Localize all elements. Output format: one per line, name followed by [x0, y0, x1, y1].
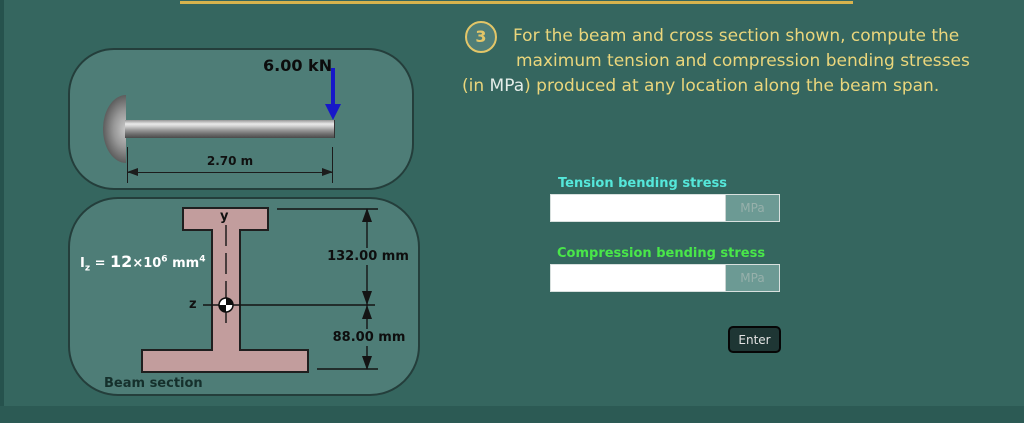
compression-stress-input[interactable] — [551, 265, 725, 291]
dimension-tick-left — [127, 147, 128, 183]
dimension-arrow-left — [127, 168, 138, 176]
question-number-badge: 3 — [465, 21, 497, 53]
span-label: 2.70 m — [206, 154, 254, 168]
y-axis-label: y — [220, 209, 229, 224]
z-axis-label: z — [189, 297, 197, 312]
i-beam-shape — [141, 207, 309, 373]
accent-line — [180, 1, 853, 4]
compression-input-group: MPa — [550, 264, 780, 292]
load-label: 6.00 kN — [263, 56, 333, 75]
dimension-tick-right — [332, 147, 333, 183]
beam-member — [125, 120, 335, 138]
tension-stress-label: Tension bending stress — [558, 176, 727, 191]
cross-section-panel: y z Iz = 12×106 mm4 132.00 mm 88.00 mm B… — [68, 197, 420, 396]
load-arrow-head — [325, 104, 341, 120]
enter-button[interactable]: Enter — [728, 326, 781, 353]
left-edge-strip — [0, 0, 4, 423]
dimension-arrow-right — [322, 168, 333, 176]
section-caption: Beam section — [104, 376, 203, 391]
fixed-support — [103, 95, 126, 163]
unit-highlight: MPa — [489, 76, 525, 96]
cross-section-drawing — [141, 207, 378, 373]
dimension-label-bottom: 88.00 mm — [330, 329, 408, 346]
dimension-label-top: 132.00 mm — [326, 248, 410, 265]
tension-input-group: MPa — [550, 194, 780, 222]
tension-stress-input[interactable] — [551, 195, 725, 221]
question-text-line2: maximum tension and compression bending … — [516, 51, 970, 71]
question-text-line1: For the beam and cross section shown, co… — [513, 26, 960, 46]
tension-unit-addon: MPa — [725, 195, 779, 221]
beam-diagram-panel: 6.00 kN 2.70 m — [68, 48, 414, 190]
question-text-line3: (in MPa) produced at any location along … — [462, 76, 940, 96]
moment-of-inertia-label: Iz = 12×106 mm4 — [80, 252, 206, 274]
compression-unit-addon: MPa — [725, 265, 779, 291]
bottom-edge-strip — [0, 406, 1024, 423]
span-dimension-line — [127, 172, 333, 173]
load-arrow-shaft — [331, 68, 335, 106]
compression-stress-label: Compression bending stress — [557, 246, 766, 261]
